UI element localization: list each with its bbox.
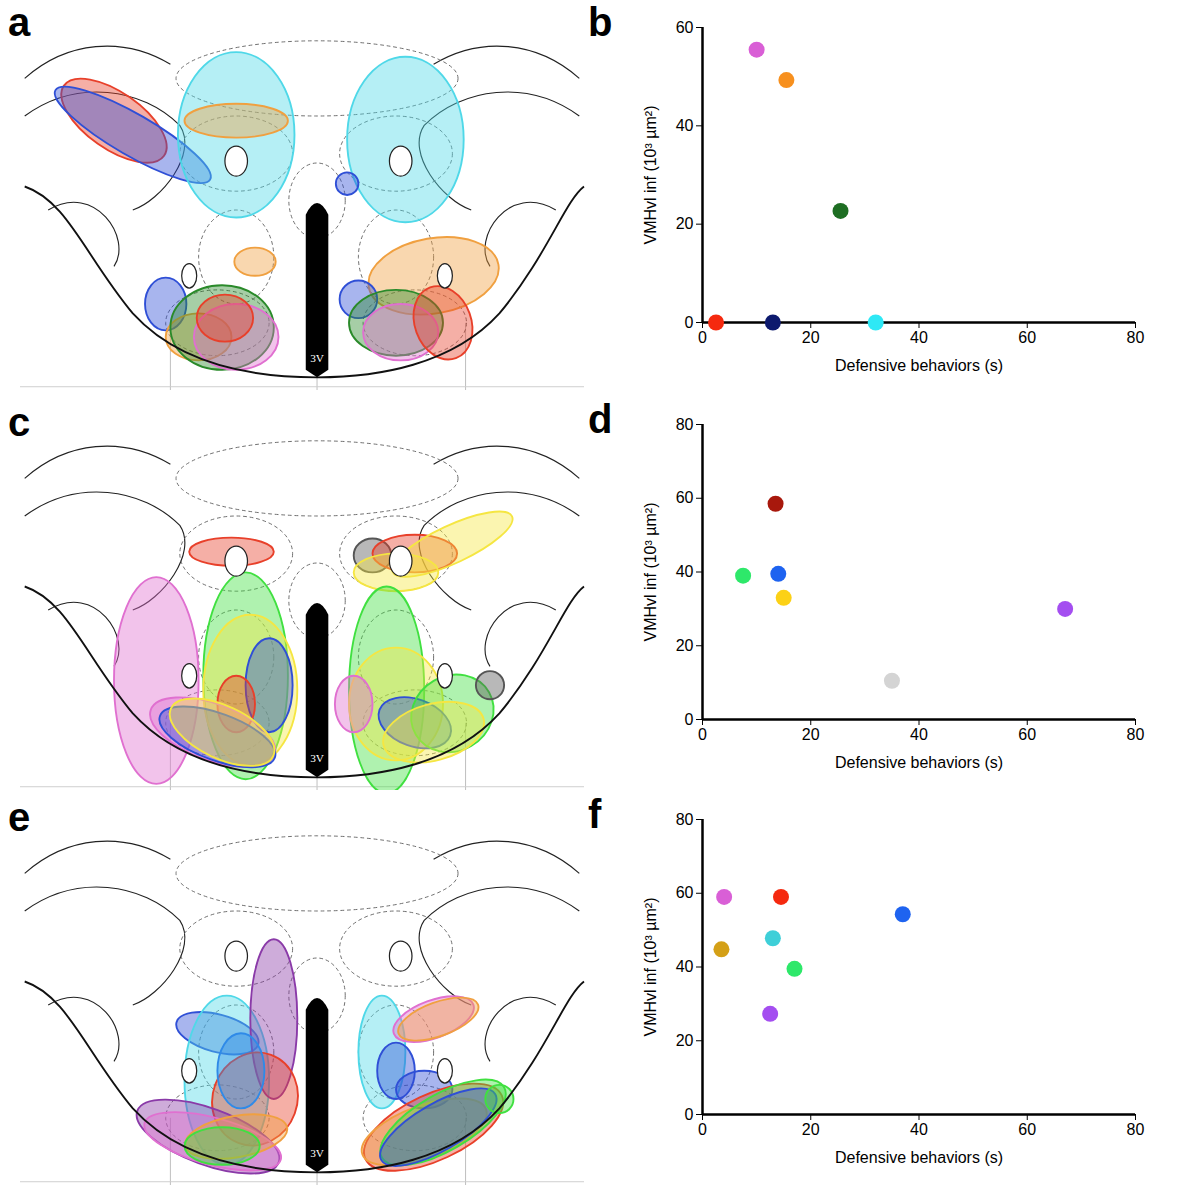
svg-text:40: 40 bbox=[676, 563, 694, 580]
svg-text:40: 40 bbox=[676, 958, 694, 975]
svg-text:Defensive behaviors (s): Defensive behaviors (s) bbox=[835, 754, 1003, 771]
svg-text:60: 60 bbox=[1018, 726, 1036, 743]
svg-text:0: 0 bbox=[698, 329, 707, 346]
svg-text:40: 40 bbox=[910, 1121, 928, 1138]
svg-text:20: 20 bbox=[676, 215, 694, 232]
svg-text:3V: 3V bbox=[310, 1147, 325, 1159]
svg-text:20: 20 bbox=[676, 1032, 694, 1049]
svg-text:40: 40 bbox=[910, 726, 928, 743]
svg-text:80: 80 bbox=[676, 416, 694, 433]
svg-text:VMHvl inf (10³ µm²): VMHvl inf (10³ µm²) bbox=[642, 503, 659, 642]
svg-text:60: 60 bbox=[676, 884, 694, 901]
svg-text:0: 0 bbox=[698, 1121, 707, 1138]
svg-text:VMHvl inf (10³ µm²): VMHvl inf (10³ µm²) bbox=[642, 898, 659, 1037]
svg-text:0: 0 bbox=[685, 314, 694, 331]
svg-text:0: 0 bbox=[698, 726, 707, 743]
html-text:e: e bbox=[8, 795, 31, 839]
svg-text:40: 40 bbox=[910, 329, 928, 346]
svg-text:60: 60 bbox=[1018, 329, 1036, 346]
html-text:f: f bbox=[588, 792, 602, 836]
svg-text:3V: 3V bbox=[310, 352, 325, 364]
html-text:c: c bbox=[8, 400, 31, 444]
svg-text:60: 60 bbox=[676, 489, 694, 506]
svg-text:20: 20 bbox=[802, 1121, 820, 1138]
svg-text:20: 20 bbox=[802, 329, 820, 346]
html-text:a: a bbox=[8, 0, 31, 44]
svg-text:3V: 3V bbox=[310, 752, 325, 764]
svg-text:VMHvl inf (10³ µm²): VMHvl inf (10³ µm²) bbox=[642, 106, 659, 245]
svg-text:80: 80 bbox=[1127, 329, 1145, 346]
svg-text:60: 60 bbox=[676, 19, 694, 36]
html-text:d: d bbox=[588, 397, 613, 441]
svg-text:80: 80 bbox=[1127, 1121, 1145, 1138]
svg-text:80: 80 bbox=[1127, 726, 1145, 743]
html-text:b: b bbox=[588, 0, 613, 44]
svg-text:0: 0 bbox=[685, 711, 694, 728]
svg-text:40: 40 bbox=[676, 117, 694, 134]
svg-text:Defensive behaviors (s): Defensive behaviors (s) bbox=[835, 1149, 1003, 1166]
svg-text:80: 80 bbox=[676, 811, 694, 828]
svg-text:Defensive behaviors (s): Defensive behaviors (s) bbox=[835, 357, 1003, 374]
svg-text:20: 20 bbox=[676, 637, 694, 654]
svg-text:20: 20 bbox=[802, 726, 820, 743]
svg-text:60: 60 bbox=[1018, 1121, 1036, 1138]
svg-text:0: 0 bbox=[685, 1106, 694, 1123]
